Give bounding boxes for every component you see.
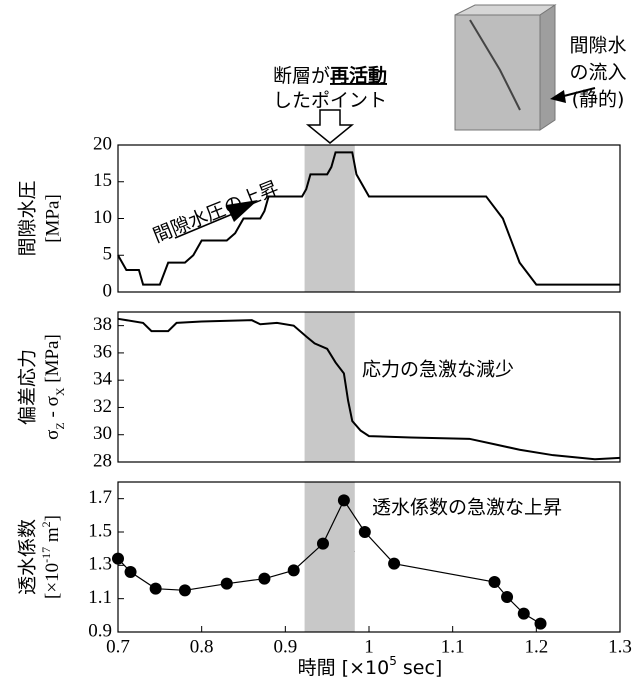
- headline-part: 断層が: [273, 65, 330, 87]
- y-unit: [MPa]: [42, 194, 63, 243]
- rock-top: [455, 5, 555, 15]
- y-tick-label: 38: [93, 314, 112, 335]
- y-label: 透水係数: [17, 519, 39, 595]
- y-tick-label: 5: [103, 244, 113, 265]
- y-tick-label: 28: [93, 450, 112, 471]
- y-unit-part: Z: [53, 422, 67, 429]
- x-tick-label: 1: [364, 636, 374, 657]
- x-tick-label: 0.8: [190, 636, 214, 657]
- rock-sample: [455, 15, 540, 130]
- headline: 断層が再活動: [273, 64, 387, 87]
- y-unit: σZ - σX [MPa]: [42, 334, 66, 440]
- image-label: (静的): [572, 89, 625, 111]
- y-tick-label: 34: [93, 369, 113, 390]
- y-tick-label: 32: [93, 396, 112, 417]
- reactivation-arrow: [308, 110, 352, 143]
- x-tick-label: 0.7: [106, 636, 130, 657]
- data-point: [489, 576, 501, 588]
- data-point: [338, 494, 350, 506]
- data-point: [288, 564, 300, 576]
- y-unit-part: ]: [42, 515, 63, 521]
- data-point: [112, 553, 124, 565]
- headline-bold: 再活動: [330, 64, 387, 87]
- x-tick-label: 1.3: [608, 636, 632, 657]
- y-tick-label: 10: [93, 207, 112, 228]
- highlight-span: [305, 312, 355, 462]
- y-unit-part: - σ: [42, 396, 63, 422]
- y-unit-part: [MPa]: [42, 334, 63, 387]
- y-tick-label: 0: [103, 280, 113, 301]
- highlight-span: [305, 145, 355, 292]
- data-point: [359, 526, 371, 538]
- x-label-part: sec]: [397, 657, 443, 679]
- data-point: [535, 618, 547, 630]
- headline-line2: したポイント: [273, 90, 387, 112]
- data-point: [150, 583, 162, 595]
- y-tick-label: 1.5: [88, 520, 112, 541]
- data-point: [179, 584, 191, 596]
- y-unit-part: X: [53, 387, 67, 396]
- y-label: 間隙水圧: [17, 180, 39, 256]
- annotation: 間隙水圧の上昇: [150, 177, 282, 247]
- y-unit-part: [×10: [42, 563, 63, 599]
- y-tick-label: 20: [93, 133, 112, 154]
- x-tick-label: 0.9: [273, 636, 297, 657]
- y-unit-part: m: [42, 527, 63, 547]
- y-label: 偏差応力: [17, 349, 39, 425]
- image-label: 間隙水: [569, 35, 626, 57]
- data-point: [518, 608, 530, 620]
- data-point: [317, 538, 329, 550]
- annotation: 応力の急激な減少: [362, 359, 514, 381]
- y-unit-part: σ: [42, 430, 63, 440]
- y-tick-label: 36: [93, 341, 112, 362]
- data-point: [125, 566, 137, 578]
- x-label-part: 時間 [×10: [298, 657, 390, 679]
- data-point: [501, 591, 513, 603]
- figure: 05101520間隙水圧[MPa]間隙水圧の上昇断層が再活動したポイント間隙水の…: [0, 0, 636, 689]
- y-tick-label: 1.1: [88, 587, 112, 608]
- plot-frame: [118, 312, 620, 462]
- data-point: [221, 578, 233, 590]
- x-label: 時間 [×105 sec]: [298, 654, 443, 679]
- x-tick-label: 1.2: [524, 636, 548, 657]
- annotation: 透水係数の急激な上昇: [372, 497, 562, 519]
- y-tick-label: 30: [93, 423, 112, 444]
- y-unit: [×10-17 m2]: [39, 515, 64, 599]
- y-tick-label: 1.3: [88, 554, 112, 575]
- y-unit-part: -17: [39, 547, 53, 563]
- data-line: [118, 319, 620, 459]
- x-label-part: 5: [389, 654, 397, 668]
- data-point: [388, 558, 400, 570]
- y-tick-label: 15: [93, 170, 112, 191]
- rock-side: [540, 5, 555, 130]
- data-point: [258, 573, 270, 585]
- y-tick-label: 1.7: [88, 487, 112, 508]
- image-label: の流入: [569, 62, 626, 84]
- x-tick-label: 1.1: [441, 636, 465, 657]
